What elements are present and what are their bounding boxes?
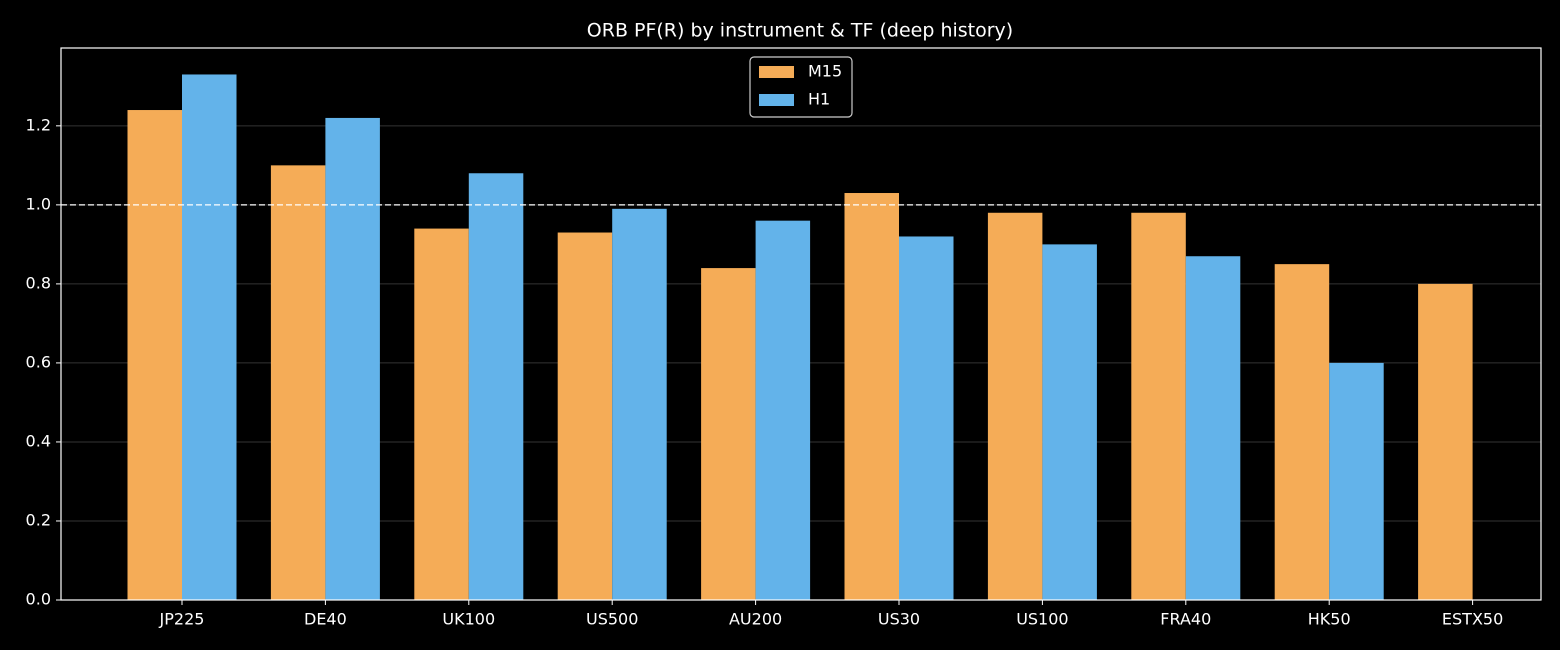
y-tick-label: 1.0 [26, 194, 51, 213]
legend-swatch [759, 94, 794, 106]
bar [127, 110, 182, 600]
bar [1042, 244, 1097, 601]
chart-title: ORB PF(R) by instrument & TF (deep histo… [587, 20, 1013, 42]
bar [899, 236, 954, 601]
bar [1274, 264, 1330, 600]
y-tick-label: 0.6 [26, 352, 51, 371]
y-tick-label: 0.2 [26, 510, 51, 529]
bar [701, 268, 756, 600]
bar [1185, 256, 1241, 600]
bar [987, 212, 1043, 601]
bar [1418, 283, 1473, 600]
x-tick-label: FRA40 [1160, 610, 1211, 629]
x-tick-label: AU200 [729, 610, 782, 629]
legend-label: M15 [808, 62, 842, 81]
y-tick-label: 0.4 [26, 431, 51, 450]
x-tick-label: US500 [586, 610, 638, 629]
y-tick-label: 0.8 [26, 273, 51, 292]
bar [844, 193, 899, 600]
bar [557, 232, 613, 600]
x-tick-label: US100 [1016, 610, 1068, 629]
x-tick-label: DE40 [304, 610, 347, 629]
x-tick-label: JP225 [159, 610, 205, 629]
y-tick-label: 1.2 [26, 115, 51, 134]
legend-label: H1 [808, 90, 830, 109]
bar [414, 228, 469, 601]
bar [1329, 362, 1384, 600]
bar [612, 208, 667, 600]
bar [468, 173, 524, 601]
legend-swatch [759, 66, 794, 78]
x-tick-label: US30 [878, 610, 920, 629]
bar [755, 220, 811, 601]
y-tick-label: 0.0 [26, 590, 51, 609]
x-tick-label: ESTX50 [1442, 610, 1503, 629]
x-tick-label: UK100 [442, 610, 495, 629]
bar [182, 74, 237, 600]
x-tick-label: HK50 [1308, 610, 1351, 629]
bar [1131, 212, 1186, 601]
plot-frame [60, 47, 1542, 601]
bar [270, 165, 326, 601]
bar [325, 117, 380, 600]
